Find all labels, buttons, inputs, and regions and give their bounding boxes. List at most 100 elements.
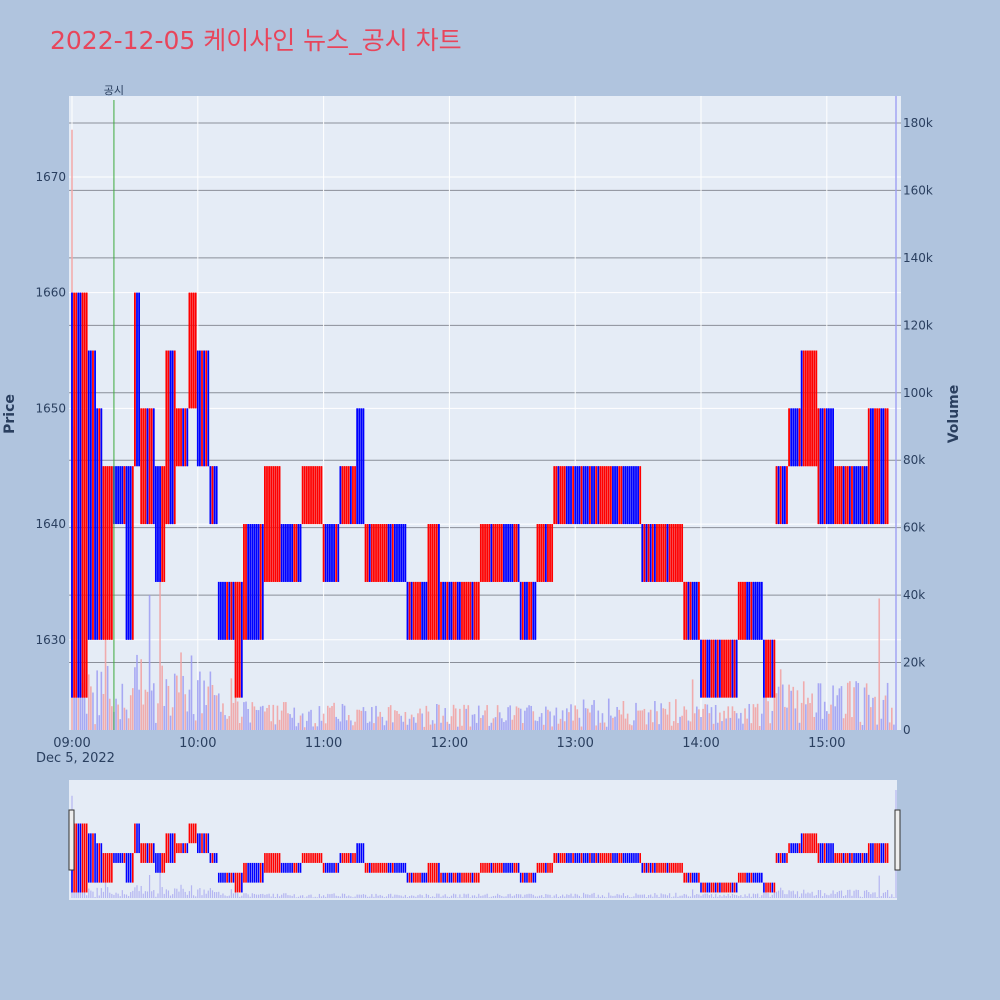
slider-volume-bar [323,895,325,898]
volume-bar [220,711,222,730]
volume-bar [312,726,314,730]
candle-body [261,524,264,640]
slider-volume-bar [744,894,746,898]
slider-candle [415,872,417,883]
candle-body [144,408,147,525]
candle-body [341,466,344,525]
slider-candle [278,853,281,873]
candle-body [662,524,665,582]
range-slider[interactable] [68,780,901,900]
slider-volume-bar [855,889,857,898]
volume-bar [660,703,662,730]
candle-body [588,466,591,525]
slider-candle [708,882,711,893]
slider-candle [796,843,799,854]
slider-candle [628,853,631,863]
volume-bar [515,706,518,730]
slider-volume-bar [329,894,331,898]
slider-volume-bar [148,875,151,898]
candle-body [322,524,325,582]
candle-body [159,466,161,582]
slider-volume-bar [379,894,381,898]
slider-candle [364,862,367,873]
volume-bar [415,722,417,730]
range-slider-handle-right[interactable] [894,809,901,871]
volume-bar [211,684,214,730]
candle-body [718,639,721,698]
volume-bar [568,712,570,730]
slider-candle [538,862,541,873]
candle-body [553,466,556,525]
volume-bar [574,705,577,730]
volume-bar [259,706,262,730]
slider-candle [740,872,742,883]
volume-bar [821,718,824,730]
slider-candle [861,853,864,863]
slider-candle [448,872,451,883]
candle-body [169,350,172,525]
slider-volume-bar [213,892,216,898]
slider-candle [601,853,604,863]
candle-body [209,466,212,525]
slider-candle [94,833,96,883]
candle-body [73,292,75,698]
slider-volume-bar [637,894,639,898]
candle-body [599,466,602,525]
slider-candle [811,833,813,854]
candle-body [685,581,688,640]
volume-bar [257,710,260,730]
candle-body [503,524,505,582]
slider-volume-bar [182,888,184,898]
slider-volume-bar [245,893,247,898]
volume-bar [461,725,463,730]
slider-candle [836,853,839,863]
slider-volume-bar [136,885,138,898]
candle-body [268,466,270,582]
slider-volume-bar [849,889,851,898]
candle-body [92,350,94,640]
volume-bar [215,695,218,730]
candle-body [788,408,790,467]
volume-bar [278,719,281,730]
volume-bar [658,724,660,730]
candle-body [869,408,872,525]
slider-volume-bar [748,893,750,898]
slider-volume-bar [811,891,813,898]
volume-bar [205,705,207,730]
candle-body [207,350,210,467]
volume-bar [129,695,132,730]
slider-candle [742,872,744,883]
slider-candle [111,853,113,883]
candle-body [882,408,885,525]
slider-candle [589,853,591,863]
slider-candle [431,862,434,883]
slider-volume-bar [88,888,90,898]
volume-bar [108,698,111,730]
volume-bar [385,720,388,730]
volume-bar [471,714,474,730]
volume-bar [308,711,310,730]
slider-volume-bar [847,889,849,898]
slider-volume-bar [211,890,214,898]
volume-bar [178,692,180,730]
volume-tick-label: 40k [903,588,925,602]
volume-bar [169,715,172,730]
volume-tick-label: 0 [903,723,911,737]
volume-bar [92,692,94,730]
candle-body [568,466,570,525]
slider-candle [324,862,327,873]
candle-body [331,524,333,582]
volume-bar [310,709,312,730]
slider-volume-bar [725,896,727,898]
slider-candle [633,853,635,863]
slider-volume-bar [834,893,836,898]
slider-volume-bar [627,895,629,898]
candle-body [513,524,516,582]
range-slider-handle-left[interactable] [68,809,75,871]
volume-bar [498,712,501,730]
slider-volume-bar [861,897,864,898]
volume-bar [452,704,455,730]
candle-body [308,466,310,525]
volume-bar [90,686,92,730]
slider-candle [417,872,419,883]
